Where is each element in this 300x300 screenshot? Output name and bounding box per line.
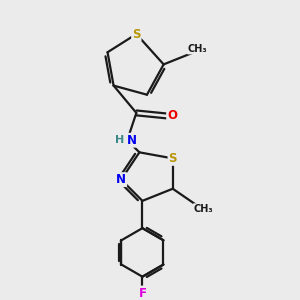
Text: S: S [169,152,177,165]
Text: H: H [115,135,124,145]
Text: N: N [116,173,126,186]
Text: O: O [167,110,177,122]
Text: F: F [138,286,146,300]
Text: S: S [132,28,141,40]
Text: CH₃: CH₃ [188,44,207,54]
Text: CH₃: CH₃ [194,204,214,214]
Text: N: N [127,134,137,147]
